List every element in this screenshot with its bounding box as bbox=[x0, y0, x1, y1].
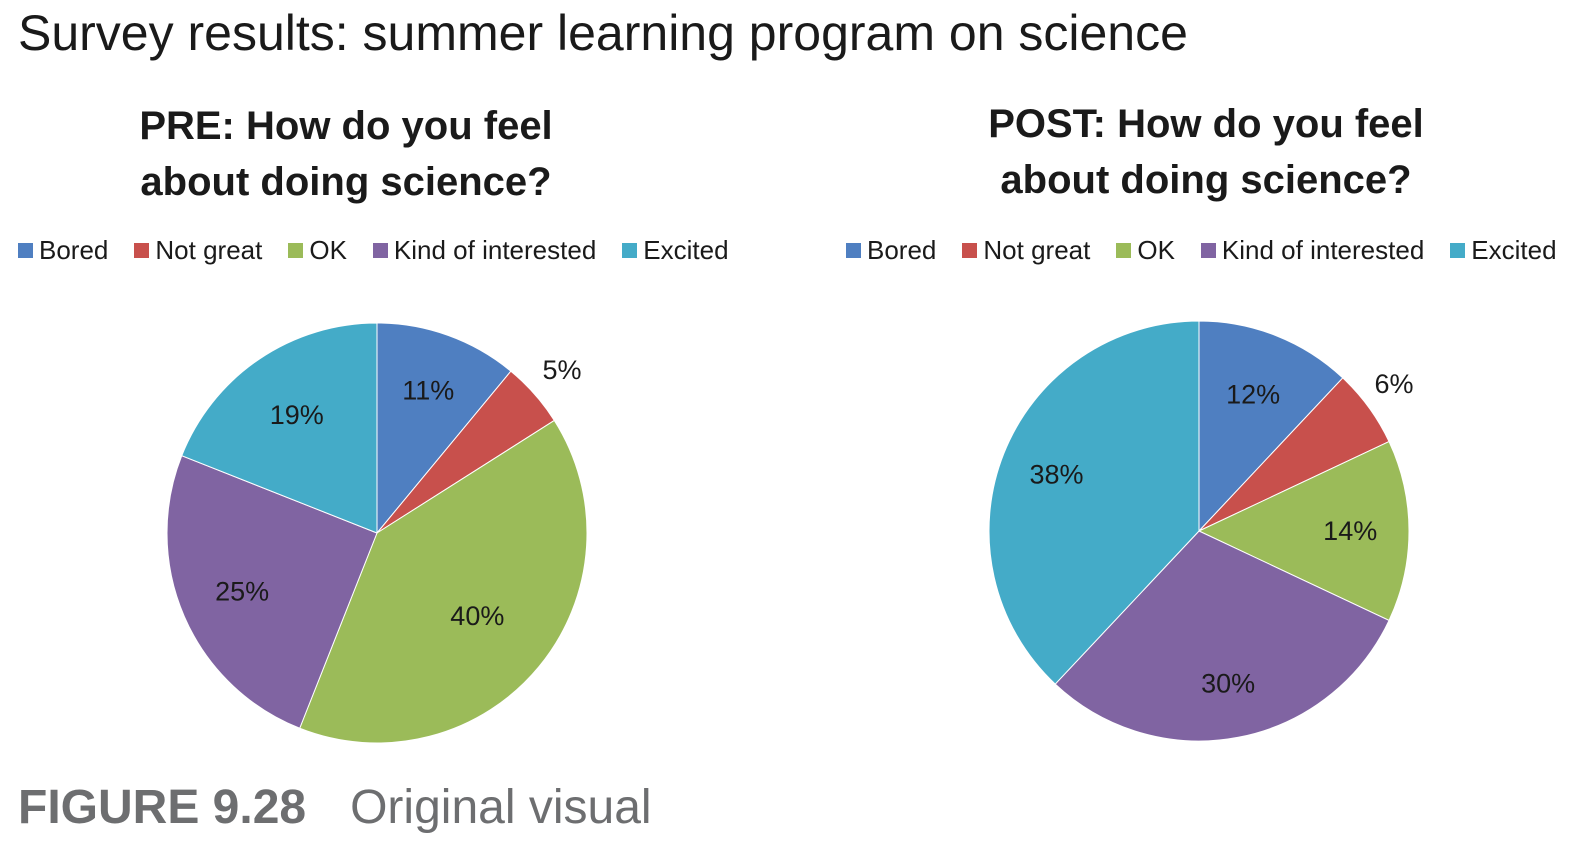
post-legend-item-not-great: Not great bbox=[962, 235, 1090, 266]
pre-legend-swatch-not-great bbox=[134, 242, 150, 258]
figure-caption: FIGURE 9.28 Original visual bbox=[18, 780, 652, 835]
pre-pie-slice-not-great bbox=[376, 370, 555, 534]
pre-legend-swatch-bored bbox=[18, 242, 33, 258]
pre-legend-swatch-excited bbox=[622, 242, 638, 258]
page-title: Survey results: summer learning program … bbox=[18, 5, 1188, 61]
pre-legend-swatch-kind-of-interested bbox=[372, 242, 388, 258]
post-pie-label-excited: 38% bbox=[1029, 460, 1083, 490]
pre-pie-slice-ok bbox=[299, 419, 588, 744]
post-legend-label-ok: OK bbox=[1137, 234, 1175, 265]
figure-number: FIGURE 9.28 bbox=[18, 781, 307, 834]
pre-pie-slice-bored bbox=[376, 322, 512, 535]
pre-legend: Bored Not great OK Kind of interested Ex… bbox=[18, 234, 729, 266]
post-pie-slice-ok bbox=[1197, 440, 1410, 622]
post-chart-title-line-2: about doing science? bbox=[1000, 158, 1412, 202]
pre-legend-item-excited: Excited bbox=[622, 234, 729, 266]
post-chart-title-line-1: POST: How do you feel bbox=[988, 102, 1424, 146]
pre-pie-label-excited: 19% bbox=[270, 400, 324, 430]
post-legend-swatch-kind-of-interested bbox=[1200, 242, 1216, 258]
pre-pie-label-kind-of-interested: 25% bbox=[215, 576, 269, 606]
pre-legend-label-ok: OK bbox=[309, 234, 347, 265]
post-legend-item-bored: Bored bbox=[846, 235, 936, 266]
pre-legend-label-not-great: Not great bbox=[155, 234, 263, 265]
pre-legend-label-kind-of-interested: Kind of interested bbox=[393, 234, 597, 265]
post-legend-label-bored: Bored bbox=[867, 234, 937, 265]
post-legend-swatch-not-great bbox=[962, 242, 978, 258]
post-pie-label-bored: 12% bbox=[1226, 379, 1280, 409]
post-legend-label-excited: Excited bbox=[1471, 234, 1557, 265]
pre-chart-title-line-1: PRE: How do you feel bbox=[139, 104, 553, 148]
pre-legend-swatch-ok bbox=[288, 242, 304, 258]
pre-pie-label-ok: 40% bbox=[450, 601, 504, 631]
pre-pie-label-bored: 11% bbox=[402, 376, 454, 406]
pre-chart-title-line-2: about doing science? bbox=[140, 160, 552, 204]
post-legend-label-kind-of-interested: Kind of interested bbox=[1221, 234, 1425, 265]
pre-legend-label-excited: Excited bbox=[643, 234, 729, 265]
post-pie-slice-bored bbox=[1198, 320, 1344, 533]
post-pie-slice-kind-of-interested bbox=[1054, 530, 1390, 742]
post-legend-swatch-ok bbox=[1116, 242, 1132, 258]
post-legend-item-ok: OK bbox=[1116, 235, 1175, 266]
post-legend-label-not-great: Not great bbox=[983, 234, 1091, 265]
post-legend-swatch-excited bbox=[1450, 242, 1466, 258]
pre-legend-item-bored: Bored bbox=[18, 235, 108, 266]
post-pie-label-kind-of-interested: 30% bbox=[1201, 669, 1255, 699]
post-legend: Bored Not great OK Kind of interested Ex… bbox=[846, 234, 1557, 266]
pre-pie-slice-excited bbox=[181, 322, 378, 534]
pre-legend-label-bored: Bored bbox=[39, 234, 109, 265]
figure-description: Original visual bbox=[350, 781, 652, 834]
post-pie-label-ok: 14% bbox=[1323, 516, 1377, 546]
post-pie-slice-not-great bbox=[1198, 377, 1390, 532]
post-legend-swatch-bored bbox=[846, 242, 861, 258]
post-chart-title: POST: How do you feel about doing scienc… bbox=[926, 96, 1486, 208]
pre-legend-item-ok: OK bbox=[288, 235, 347, 266]
post-legend-item-excited: Excited bbox=[1450, 234, 1557, 266]
post-pie-label-not-great: 6% bbox=[1374, 369, 1413, 399]
pre-legend-item-kind-of-interested: Kind of interested bbox=[372, 234, 597, 266]
pre-chart-title: PRE: How do you feel about doing science… bbox=[66, 98, 626, 210]
pre-legend-item-not-great: Not great bbox=[134, 235, 262, 266]
post-pie-slice-excited bbox=[988, 320, 1200, 685]
pre-pie-label-not-great: 5% bbox=[542, 355, 581, 385]
pre-pie-slice-kind-of-interested bbox=[166, 455, 378, 729]
post-legend-item-kind-of-interested: Kind of interested bbox=[1200, 234, 1425, 266]
